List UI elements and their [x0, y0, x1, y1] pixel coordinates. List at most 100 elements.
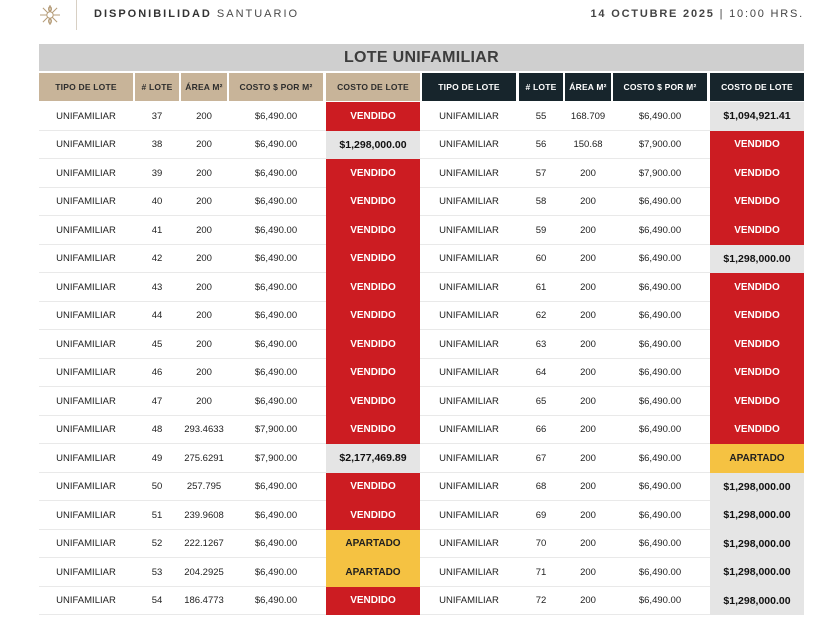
table-cell-costo-m2: $6,490.00: [638, 538, 682, 550]
table-cell-costo-m2: $6,490.00: [638, 196, 682, 208]
table-cell-area: 293.4633: [184, 424, 224, 436]
table-cell-costo-m2: $7,900.00: [638, 139, 682, 151]
table-cell-tipo: UNIFAMILIAR: [56, 566, 116, 578]
table-cell-costo-m2: $6,490.00: [638, 338, 682, 350]
table-row: UNIFAMILIAR 41 200 $6,490.00 VENDIDO UNIFAMIL…: [39, 216, 804, 245]
table-row: UNIFAMILIAR 42 200 $6,490.00 VENDIDO UNIFAMIL…: [39, 244, 804, 273]
table-cell-tipo: UNIFAMILIAR: [56, 196, 116, 208]
status-badge: $1,298,000.00: [326, 130, 420, 159]
table-cell-costo-m2: $6,490.00: [254, 566, 298, 578]
status-badge: $1,298,000.00: [710, 244, 804, 273]
table-cell-tipo: UNIFAMILIAR: [56, 139, 116, 151]
table-cell-tipo: UNIFAMILIAR: [439, 367, 499, 379]
table-cell-area: 200: [196, 139, 212, 151]
table-cell-lote: 72: [535, 595, 547, 607]
table-cell-costo-m2: $6,490.00: [254, 196, 298, 208]
table-cell-costo-m2: $6,490.00: [638, 566, 682, 578]
table-row: UNIFAMILIAR 47 200 $6,490.00 VENDIDO UNIFAMIL…: [39, 387, 804, 416]
status-badge: VENDIDO: [710, 301, 804, 330]
table-cell-tipo: UNIFAMILIAR: [439, 167, 499, 179]
table-cell-tipo: UNIFAMILIAR: [439, 338, 499, 350]
status-badge: APARTADO: [710, 444, 804, 473]
table-cell-area: 200: [580, 424, 596, 436]
header-divider: [76, 0, 77, 30]
status-badge: $1,298,000.00: [710, 558, 804, 587]
table-cell-costo-m2: $6,490.00: [638, 310, 682, 322]
table-row: UNIFAMILIAR 49 275.6291 $7,900.00 $2,177,469…: [39, 444, 804, 473]
table-cell-costo-m2: $6,490.00: [254, 167, 298, 179]
status-badge: VENDIDO: [326, 387, 420, 416]
table-cell-costo-m2: $6,490.00: [254, 224, 298, 236]
table-cell-area: 200: [580, 310, 596, 322]
table-cell-tipo: UNIFAMILIAR: [439, 509, 499, 521]
table-cell-costo-m2: $7,900.00: [254, 424, 298, 436]
table-cell-costo-m2: $6,490.00: [638, 595, 682, 607]
table-cell-tipo: UNIFAMILIAR: [56, 253, 116, 265]
column-header-left-0: TIPO DE LOTE: [39, 73, 133, 101]
table-cell-costo-m2: $6,490.00: [254, 253, 298, 265]
table-cell-lote: 66: [535, 424, 547, 436]
table-cell-area: 186.4773: [184, 595, 224, 607]
table-cell-lote: 48: [151, 424, 163, 436]
table-cell-tipo: UNIFAMILIAR: [439, 196, 499, 208]
status-badge: $1,298,000.00: [710, 472, 804, 501]
table-cell-lote: 69: [535, 509, 547, 521]
table-cell-tipo: UNIFAMILIAR: [56, 110, 116, 122]
column-header-right-2: ÁREA M²: [565, 73, 611, 101]
table-cell-lote: 52: [151, 538, 163, 550]
table-cell-area: 200: [196, 367, 212, 379]
table-cell-lote: 62: [535, 310, 547, 322]
table-cell-costo-m2: $6,490.00: [638, 452, 682, 464]
table-cell-lote: 45: [151, 338, 163, 350]
table-row: UNIFAMILIAR 40 200 $6,490.00 VENDIDO UNIFAMIL…: [39, 187, 804, 216]
table-cell-tipo: UNIFAMILIAR: [439, 110, 499, 122]
table-cell-lote: 71: [535, 566, 547, 578]
table-cell-tipo: UNIFAMILIAR: [439, 395, 499, 407]
table-cell-area: 200: [580, 167, 596, 179]
table-cell-tipo: UNIFAMILIAR: [439, 139, 499, 151]
table-cell-costo-m2: $7,900.00: [638, 167, 682, 179]
table-row: UNIFAMILIAR 39 200 $6,490.00 VENDIDO UNIFAMIL…: [39, 159, 804, 188]
status-badge: VENDIDO: [326, 415, 420, 444]
table-cell-tipo: UNIFAMILIAR: [56, 481, 116, 493]
table-cell-area: 200: [580, 253, 596, 265]
table-cell-area: 257.795: [186, 481, 222, 493]
date-time: 14 OCTUBRE 2025 | 10:00 HRS.: [591, 8, 804, 20]
table-cell-area: 200: [196, 167, 212, 179]
table-cell-area: 200: [580, 196, 596, 208]
status-badge: VENDIDO: [326, 159, 420, 188]
table-cell-costo-m2: $6,490.00: [638, 481, 682, 493]
table-row: UNIFAMILIAR 54 186.4773 $6,490.00 VENDIDO UNI…: [39, 586, 804, 615]
table-cell-area: 275.6291: [184, 452, 224, 464]
table-row: UNIFAMILIAR 52 222.1267 $6,490.00 APARTADO UN…: [39, 529, 804, 558]
separator: |: [719, 8, 725, 20]
table-cell-lote: 46: [151, 367, 163, 379]
table-cell-costo-m2: $6,490.00: [254, 110, 298, 122]
status-badge: VENDIDO: [326, 244, 420, 273]
table-cell-lote: 57: [535, 167, 547, 179]
status-badge: VENDIDO: [710, 330, 804, 359]
table-cell-area: 222.1267: [184, 538, 224, 550]
table-cell-tipo: UNIFAMILIAR: [439, 424, 499, 436]
table-cell-tipo: UNIFAMILIAR: [56, 367, 116, 379]
table-cell-costo-m2: $6,490.00: [254, 367, 298, 379]
column-header-left-1: # LOTE: [135, 73, 179, 101]
table-cell-costo-m2: $6,490.00: [254, 481, 298, 493]
status-badge: VENDIDO: [326, 586, 420, 615]
table-row: UNIFAMILIAR 50 257.795 $6,490.00 VENDIDO UNIF…: [39, 472, 804, 501]
table-cell-tipo: UNIFAMILIAR: [56, 395, 116, 407]
table-row: UNIFAMILIAR 44 200 $6,490.00 VENDIDO UNIFAMIL…: [39, 301, 804, 330]
table-cell-lote: 54: [151, 595, 163, 607]
table-cell-tipo: UNIFAMILIAR: [439, 595, 499, 607]
sun-flower-icon: [40, 5, 60, 25]
status-badge: VENDIDO: [710, 387, 804, 416]
table-cell-costo-m2: $6,490.00: [638, 367, 682, 379]
table-cell-area: 150.68: [573, 139, 603, 151]
table-cell-tipo: UNIFAMILIAR: [56, 424, 116, 436]
table-cell-area: 168.709: [570, 110, 606, 122]
table-cell-lote: 70: [535, 538, 547, 550]
table-row: UNIFAMILIAR 48 293.4633 $7,900.00 VENDIDO UNI…: [39, 415, 804, 444]
table-cell-tipo: UNIFAMILIAR: [56, 281, 116, 293]
table-cell-costo-m2: $6,490.00: [254, 281, 298, 293]
table-cell-area: 200: [580, 281, 596, 293]
